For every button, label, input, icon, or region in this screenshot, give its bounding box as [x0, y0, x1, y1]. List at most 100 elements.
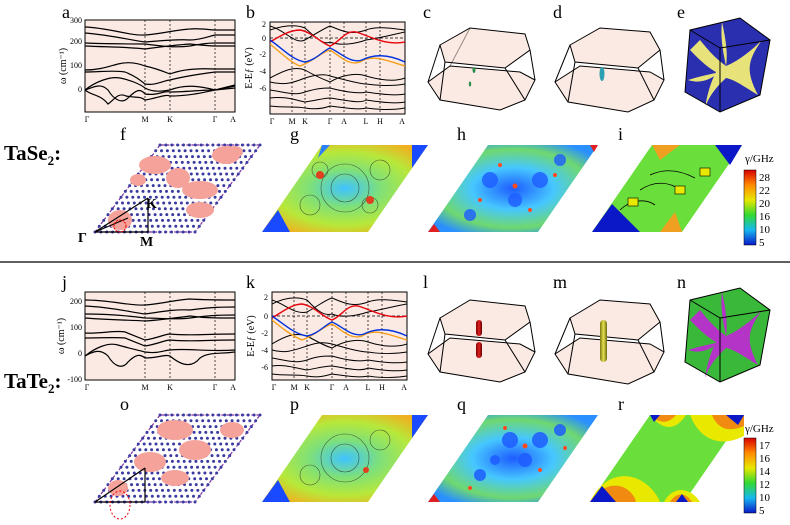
lattice-dot	[177, 213, 181, 217]
lattice-dot	[258, 413, 262, 417]
lattice-dot	[148, 195, 152, 199]
lattice-dot	[170, 143, 174, 147]
band-structure-tase2: 2 0 -2 -4 -6 E-Eƒ (eV) Γ M K Γ A L H A	[244, 20, 406, 126]
panel-label-n: n	[677, 272, 686, 292]
ytick: -4	[261, 346, 268, 355]
lattice-dot	[245, 160, 249, 164]
lattice-dot	[179, 201, 183, 205]
lattice-dot	[160, 419, 163, 423]
lattice-dot	[205, 166, 209, 170]
lattice-dot	[216, 454, 220, 458]
lattice-dot	[185, 155, 189, 159]
lattice-dot	[219, 195, 223, 199]
lattice-dot	[217, 413, 221, 417]
lattice-dot	[200, 436, 203, 440]
lattice-dot	[181, 207, 185, 211]
lattice-dot	[213, 465, 217, 469]
lattice-dot	[125, 465, 129, 469]
xtick: Γ	[330, 383, 335, 392]
colorbar-tick: 16	[759, 211, 771, 223]
lattice-dot	[137, 195, 141, 199]
lattice-dot	[152, 477, 155, 481]
lattice-dot	[136, 442, 140, 446]
lattice-dot	[197, 178, 201, 182]
ytick: -6	[259, 84, 266, 93]
lattice-dot	[150, 201, 154, 205]
lattice-dot	[155, 218, 159, 222]
lattice-dot	[191, 178, 195, 182]
lattice-dot	[208, 425, 212, 429]
colorbar-tick: 10	[759, 492, 771, 504]
lattice-dot	[161, 448, 165, 452]
lattice-dot	[252, 143, 256, 147]
colorbar-top: γ/GHz 28 22 20 16 10 5	[743, 153, 774, 249]
lattice-dot	[202, 488, 206, 492]
xtick: K	[302, 117, 308, 126]
xtick: L	[366, 383, 371, 392]
lattice-dot	[153, 483, 157, 487]
lattice-dot	[181, 500, 185, 504]
lattice-dot	[160, 149, 163, 153]
lattice-dot	[242, 149, 246, 153]
lattice-dot	[139, 494, 142, 498]
material-label-tase2: TaSe2:	[4, 141, 61, 168]
lattice-dot	[213, 195, 217, 199]
panel-label-q: q	[457, 394, 466, 414]
lattice-dot	[229, 143, 233, 147]
lattice-dot	[137, 488, 141, 492]
lattice-dot	[242, 419, 246, 423]
lattice-dot	[194, 166, 198, 170]
lattice-dot	[205, 436, 209, 440]
lattice-dot	[173, 155, 177, 159]
lattice-dot	[219, 465, 223, 469]
lattice-dot	[207, 172, 211, 176]
lattice-dot	[196, 465, 199, 469]
lattice-dot	[151, 430, 155, 434]
lattice-dot	[158, 500, 162, 504]
colorbar-tick: 17	[759, 440, 771, 452]
lattice-dot	[168, 224, 172, 228]
lattice-dot	[215, 471, 219, 475]
lattice-dot	[211, 143, 215, 147]
lattice-dot	[226, 178, 230, 182]
lattice-dot	[193, 500, 197, 504]
lattice-dot	[230, 419, 234, 423]
ytick: -100	[67, 375, 82, 384]
lattice-dot	[177, 149, 181, 153]
lattice-dot	[143, 195, 146, 199]
panel-label-e: e	[677, 2, 685, 22]
lattice-dot	[110, 477, 114, 481]
lattice-dot	[123, 459, 127, 463]
lattice-dot	[144, 494, 148, 498]
lattice-dot	[200, 166, 203, 170]
lattice-dot	[155, 488, 159, 492]
xtick: Γ	[213, 115, 218, 124]
lattice-dot	[223, 413, 227, 417]
lattice-dot	[235, 166, 239, 170]
xtick: Γ	[270, 117, 275, 126]
lattice-dot	[163, 184, 167, 188]
lattice-dot	[174, 224, 178, 228]
lattice-dot	[216, 184, 220, 188]
lattice-dot	[207, 465, 211, 469]
contour-map-r	[590, 415, 744, 502]
lattice-dot	[190, 465, 194, 469]
colorbar-tick: 20	[759, 198, 771, 210]
lattice-dot	[236, 419, 240, 423]
lattice-dot	[168, 494, 172, 498]
lattice-dot	[119, 195, 123, 199]
lattice-dot	[214, 425, 218, 429]
lattice-dot	[160, 195, 164, 199]
lattice-dot	[195, 149, 199, 153]
lattice-dot	[196, 425, 200, 429]
lattice-dot	[178, 442, 181, 446]
panel-label-k: k	[246, 272, 255, 292]
lattice-dot	[188, 459, 192, 463]
lattice-dot	[154, 442, 158, 446]
contour-map-i	[592, 145, 742, 232]
lattice-dot	[132, 201, 136, 205]
lattice-dot	[188, 483, 192, 487]
xtick: M	[141, 115, 148, 124]
lattice-dot	[174, 160, 178, 164]
lattice-dot	[172, 195, 176, 199]
